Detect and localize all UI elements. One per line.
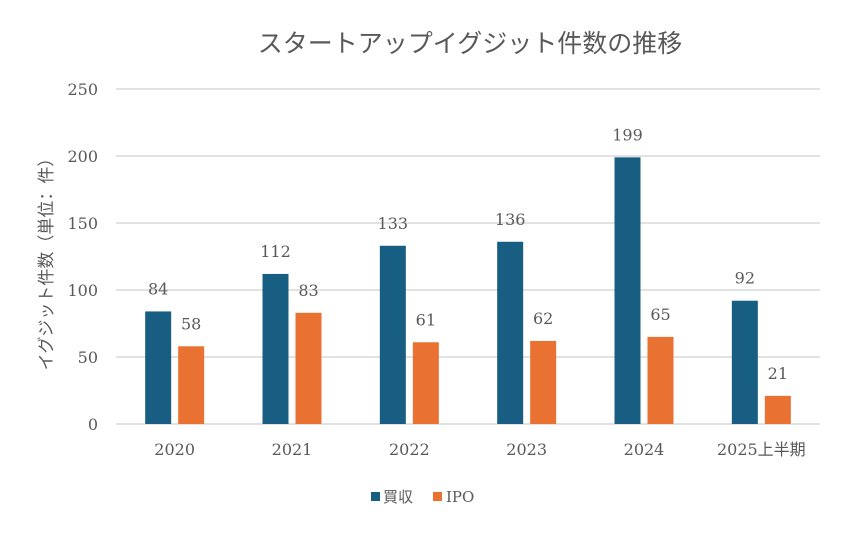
data-label: 58: [181, 314, 201, 333]
data-label: 61: [416, 310, 436, 329]
y-tick-label: 250: [67, 80, 98, 99]
data-label: 92: [735, 269, 755, 288]
bar-ipo: [412, 342, 439, 424]
y-axis-label: イグジット件数（単位：件）: [37, 150, 57, 371]
data-label: 136: [495, 210, 526, 229]
bar-acquisition: [497, 241, 524, 424]
bar-acquisition: [379, 245, 406, 424]
legend: 買収 IPO: [371, 488, 474, 506]
x-tick-label: 2022: [389, 440, 430, 459]
bar-ipo: [530, 340, 557, 424]
data-label: 62: [533, 309, 553, 328]
bar-acquisition: [731, 300, 758, 424]
legend-swatch-acquisition: [371, 492, 380, 501]
x-tick-label: 2020: [154, 440, 195, 459]
data-label: 199: [612, 125, 643, 144]
legend-label-ipo: IPO: [446, 488, 474, 506]
data-label: 83: [298, 281, 318, 300]
legend-swatch-ipo: [433, 492, 442, 501]
x-tick-label: 2023: [506, 440, 547, 459]
x-tick-label: 2024: [624, 440, 665, 459]
y-tick-label: 200: [67, 147, 98, 166]
bar-ipo: [295, 312, 322, 424]
bar-acquisition: [145, 311, 172, 424]
bar-ipo: [647, 336, 674, 424]
y-tick-label: 150: [67, 214, 98, 233]
data-label: 112: [260, 242, 291, 261]
bar-acquisition: [614, 157, 641, 424]
data-label: 65: [650, 305, 670, 324]
bar-acquisition: [262, 273, 289, 424]
chart-title: スタートアップイグジット件数の推移: [258, 29, 683, 58]
x-tick-label: 2021: [272, 440, 313, 459]
y-tick-label: 50: [78, 348, 98, 367]
data-label: 21: [768, 364, 788, 383]
data-label: 84: [148, 279, 168, 298]
legend-label-acquisition: 買収: [383, 488, 413, 506]
data-label: 133: [378, 214, 409, 233]
y-tick-label: 0: [88, 415, 98, 434]
y-tick-label: 100: [67, 281, 98, 300]
bar-ipo: [764, 395, 791, 424]
x-tick-label: 2025上半期: [717, 440, 806, 459]
bar-ipo: [178, 346, 205, 424]
